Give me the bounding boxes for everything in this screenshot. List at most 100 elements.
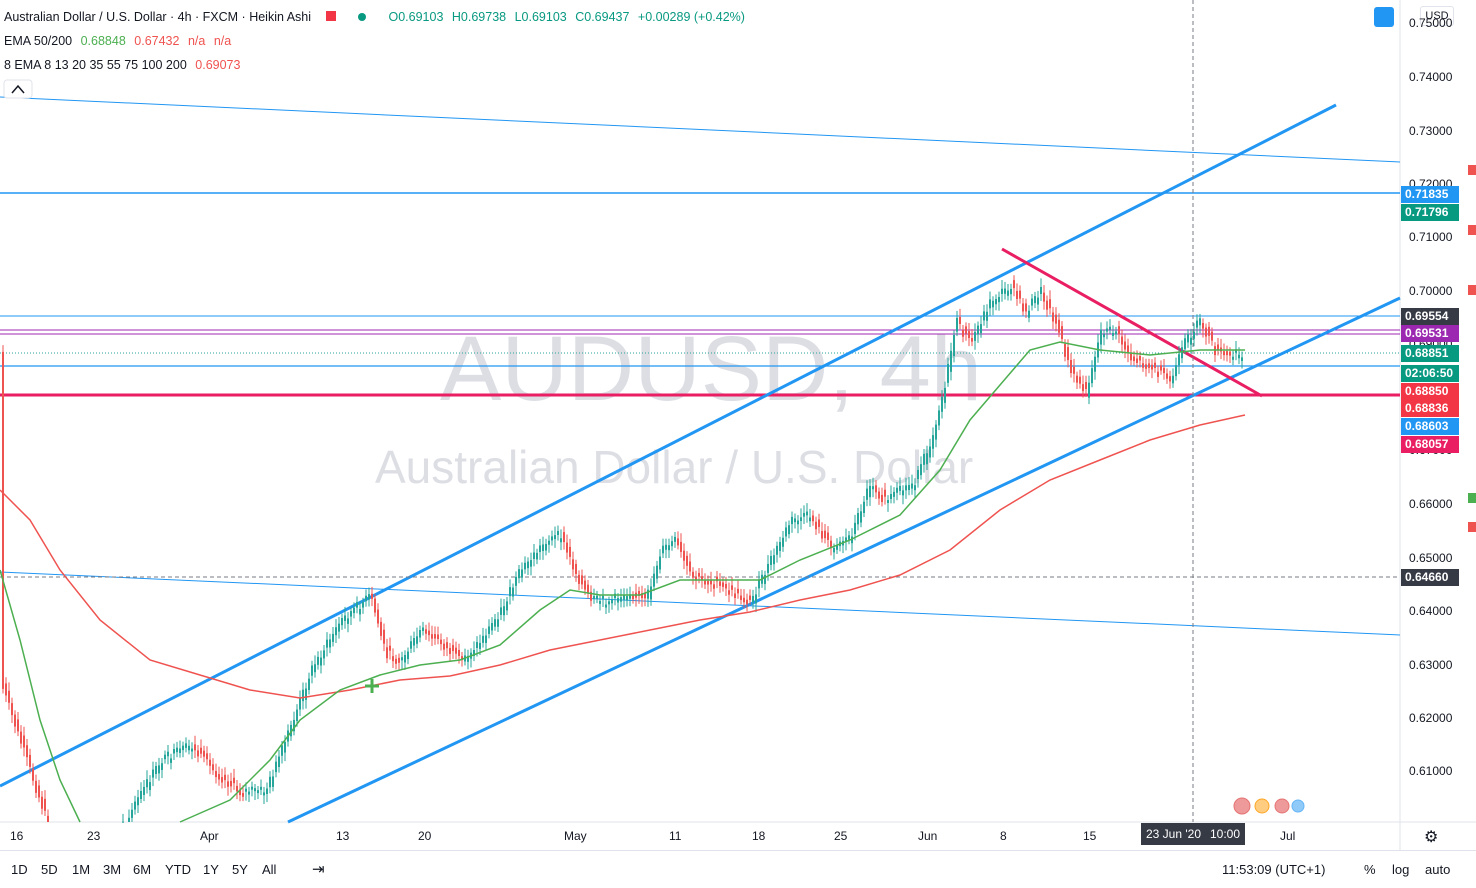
candle-body (1022, 303, 1024, 312)
candle-body (251, 786, 253, 790)
price-tag: 0.69531 (1401, 325, 1459, 342)
candle-body (347, 618, 349, 624)
candle-body (1181, 347, 1183, 359)
candle-body (407, 651, 409, 660)
candle-body (833, 547, 835, 553)
candle-body (515, 576, 517, 586)
candle-body (818, 519, 820, 527)
range-ytd[interactable]: YTD (165, 862, 191, 877)
alert-flag-icon[interactable] (325, 11, 336, 21)
range-3m[interactable]: 3M (103, 862, 122, 877)
candle-body (338, 623, 340, 632)
heikin-ashi-candles (2, 275, 1243, 823)
candle-body (620, 597, 622, 602)
chart-settings-icon[interactable]: ⚙ (1424, 829, 1439, 846)
candle-body (575, 563, 577, 574)
time-tick-label: Jun (918, 829, 938, 843)
candle-body (572, 559, 574, 570)
range-1m[interactable]: 1M (72, 862, 91, 877)
ema-50-value: 0.68848 (80, 34, 126, 48)
candle-body (17, 719, 19, 732)
ema-ribbon-legend[interactable]: 8 EMA 8 13 20 35 55 75 100 200 0.69073 (4, 58, 245, 72)
range-all[interactable]: All (262, 862, 277, 877)
candle-body (821, 531, 823, 539)
candle-body (143, 786, 145, 795)
candle-body (824, 530, 826, 539)
time-tick-label: Jul (1280, 829, 1296, 843)
candle-body (656, 565, 658, 579)
candle-body (1241, 357, 1243, 361)
candle-body (863, 501, 865, 514)
candle-body (1064, 343, 1066, 357)
candle-body (341, 618, 343, 626)
candle-body (335, 627, 337, 636)
candle-body (722, 582, 724, 587)
range-5y[interactable]: 5Y (232, 862, 248, 877)
candle-body (521, 569, 523, 578)
candle-body (482, 635, 484, 643)
candle-body (509, 587, 511, 597)
candle-body (497, 619, 499, 627)
candle-body (491, 622, 493, 631)
candle-body (179, 748, 181, 753)
log-toggle[interactable]: log (1392, 862, 1410, 877)
range-5d[interactable]: 5D (41, 862, 58, 877)
candle-body (1001, 288, 1003, 294)
candle-body (428, 630, 430, 636)
candle-body (152, 769, 154, 778)
go-to-date-icon[interactable]: ⇥ (312, 861, 325, 878)
candle-body (1085, 382, 1087, 390)
candle-body (32, 768, 34, 781)
ohlc-high: H0.69738 (451, 10, 507, 24)
candle-body (1172, 375, 1174, 384)
candle-body (668, 545, 670, 551)
candle-body (1229, 351, 1231, 356)
candle-body (560, 538, 562, 543)
time-tick-label: 18 (752, 829, 766, 843)
candle-body (740, 595, 742, 601)
candle-body (362, 602, 364, 608)
candle-body (731, 585, 733, 590)
candle-body (1040, 287, 1042, 295)
candle-body (278, 756, 280, 768)
auto-toggle[interactable]: auto (1425, 862, 1451, 877)
range-1y[interactable]: 1Y (203, 862, 219, 877)
price-tag: 02:06:50 (1401, 365, 1459, 382)
price-tag: 0.68603 (1401, 418, 1459, 435)
currency-button[interactable]: USD (1420, 6, 1454, 26)
range-6m[interactable]: 6M (133, 862, 152, 877)
symbol-title[interactable]: Australian Dollar / U.S. Dollar · 4h · F… (4, 10, 312, 24)
candle-body (1088, 382, 1090, 398)
candle-body (329, 639, 331, 648)
candle-body (767, 563, 769, 573)
ema-50-200-legend[interactable]: EMA 50/200 0.68848 0.67432 n/a n/a (4, 34, 236, 48)
candle-body (884, 489, 886, 497)
candle-body (404, 654, 406, 663)
candle-body (1145, 364, 1147, 369)
ema-50-200-label: EMA 50/200 (4, 34, 73, 48)
candle-body (137, 797, 139, 806)
range-1d[interactable]: 1D (11, 862, 28, 877)
candle-body (11, 703, 13, 716)
candle-body (1184, 338, 1186, 350)
fullscreen-toggle-icon[interactable] (1374, 7, 1394, 27)
percent-toggle[interactable]: % (1364, 862, 1376, 877)
candle-body (566, 542, 568, 553)
candle-body (26, 745, 28, 758)
candle-body (776, 545, 778, 555)
candle-body (272, 776, 274, 787)
time-tick-label: 20 (418, 829, 432, 843)
candle-body (626, 596, 628, 601)
candle-body (1133, 356, 1135, 361)
time-tick-label: 16 (10, 829, 24, 843)
candle-body (641, 593, 643, 599)
candle-body (476, 642, 478, 649)
candle-body (389, 645, 391, 651)
candle-body (1235, 349, 1237, 353)
candle-body (623, 595, 625, 600)
chart-canvas[interactable]: AUDUSD, 4h Australian Dollar / U.S. Doll… (0, 0, 1476, 850)
candle-body (848, 535, 850, 540)
candle-body (41, 796, 43, 809)
clock-display[interactable]: 11:53:09 (UTC+1) (1222, 862, 1326, 877)
candle-body (584, 580, 586, 590)
